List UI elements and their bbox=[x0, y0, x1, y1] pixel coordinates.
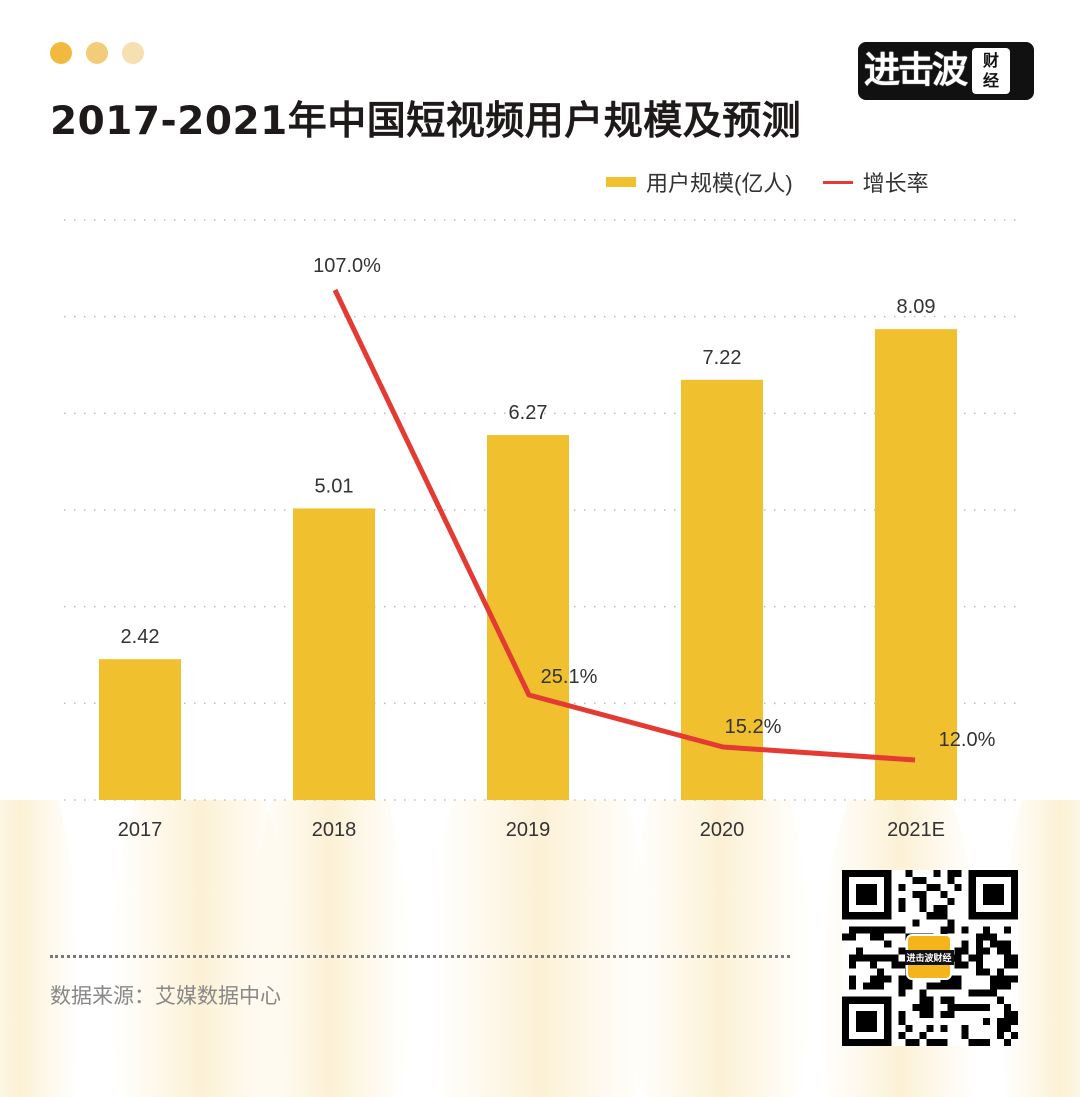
brand-logo: 进击波 财 经 bbox=[858, 42, 1034, 100]
x-axis: 2017 2018 2019 2020 2021E bbox=[118, 819, 945, 841]
footer-divider bbox=[50, 955, 790, 958]
x-axis-tick-label: 2017 bbox=[118, 819, 163, 841]
combo-chart: 2.42 5.01 6.27 7.22 8.09 107.0% 25.1% 15.2% 12.0… bbox=[64, 219, 1016, 841]
x-axis-tick-label: 2019 bbox=[506, 819, 551, 841]
chart-title: 2017-2021年中国短视频用户规模及预测 bbox=[50, 99, 802, 144]
bar-value-label: 8.09 bbox=[897, 296, 936, 318]
dot-icon bbox=[50, 42, 72, 64]
growth-rate-label: 15.2% bbox=[725, 716, 782, 738]
growth-rate-label: 107.0% bbox=[313, 255, 381, 277]
logo-text: 进击波 bbox=[864, 50, 968, 91]
growth-rate-label: 12.0% bbox=[939, 729, 996, 751]
growth-rate-label: 25.1% bbox=[541, 666, 598, 688]
bar bbox=[875, 329, 957, 800]
chart-legend: 用户规模(亿人) 增长率 bbox=[606, 166, 929, 198]
dot-icon bbox=[122, 42, 144, 64]
bar-value-label: 7.22 bbox=[703, 347, 742, 369]
bars bbox=[99, 329, 957, 800]
growth-line bbox=[332, 288, 916, 763]
bar bbox=[681, 379, 763, 800]
bar-value-label: 6.27 bbox=[509, 402, 548, 424]
legend-line-label: 增长率 bbox=[862, 171, 929, 196]
legend-bar-swatch bbox=[606, 177, 636, 187]
bar bbox=[293, 508, 375, 800]
bar bbox=[487, 435, 569, 800]
legend-bar-label: 用户规模(亿人) bbox=[646, 171, 793, 196]
logo-subtext: 财 经 bbox=[972, 48, 1011, 94]
dot-icon bbox=[86, 42, 108, 64]
legend-line-swatch bbox=[822, 180, 853, 184]
x-axis-tick-label: 2020 bbox=[700, 819, 745, 841]
data-source: 数据来源：艾媒数据中心 bbox=[50, 984, 281, 1008]
data-labels: 2.42 5.01 6.27 7.22 8.09 107.0% 25.1% 15.2% 12.0… bbox=[121, 255, 996, 751]
x-axis-tick-label: 2018 bbox=[312, 819, 357, 841]
x-axis-tick-label: 2021E bbox=[887, 819, 945, 841]
bar bbox=[99, 659, 181, 800]
decorative-dots bbox=[50, 42, 144, 64]
qr-logo: 进击波财经 bbox=[904, 934, 954, 980]
growth-rate-line bbox=[332, 288, 916, 763]
bar-value-label: 5.01 bbox=[315, 475, 354, 497]
qr-code: 进击波财经 bbox=[842, 870, 1018, 1046]
bar-value-label: 2.42 bbox=[121, 626, 160, 648]
